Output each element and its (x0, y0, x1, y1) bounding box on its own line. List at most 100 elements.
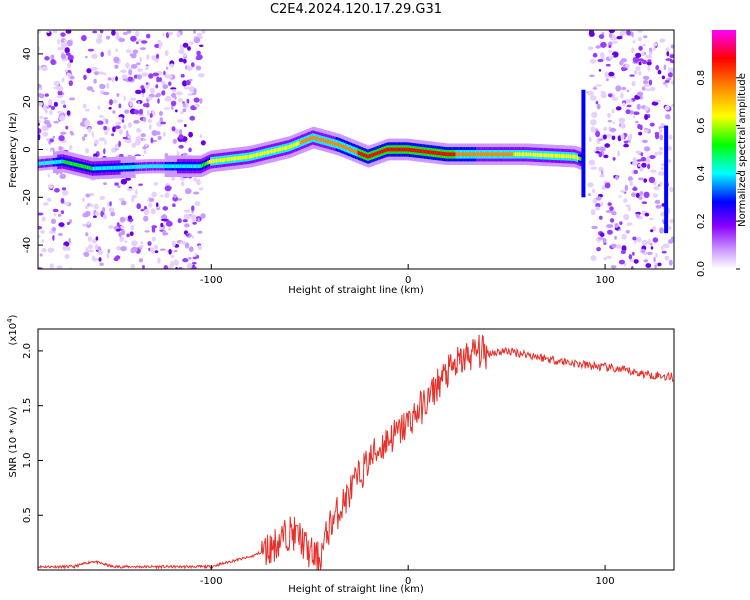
top-x-tick-label: -100 (200, 275, 223, 286)
heatmap-cell (635, 192, 640, 198)
y-multiplier-label: (x104) (6, 314, 19, 345)
heatmap-cell (180, 181, 185, 187)
heatmap-cell (608, 93, 613, 98)
heatmap-cell (595, 151, 600, 154)
heatmap-cell (633, 259, 639, 264)
heatmap-cell (151, 249, 156, 254)
heatmap-cell (39, 253, 43, 257)
heatmap-cell (645, 263, 652, 268)
heatmap-cell (189, 115, 195, 121)
heatmap-cell (608, 49, 612, 53)
heatmap-cell (191, 235, 195, 239)
heatmap-cell (146, 54, 150, 60)
heatmap-cell (641, 239, 649, 246)
heatmap-cell (197, 245, 202, 251)
heatmap-cell (625, 109, 631, 115)
heatmap-cell (657, 262, 662, 267)
heatmap-cell (621, 86, 627, 91)
heatmap-cell (639, 124, 643, 131)
bottom-y-tick-label: 0.5 (22, 507, 33, 523)
heatmap-cell (133, 109, 140, 115)
heatmap-cell (118, 232, 122, 238)
heatmap-cell (84, 119, 91, 126)
heatmap-cell (604, 182, 611, 189)
heatmap-cell (168, 31, 174, 36)
heatmap-cell (160, 121, 167, 125)
heatmap-cell (651, 101, 659, 106)
heatmap-cell (65, 125, 69, 130)
heatmap-cell (643, 191, 650, 198)
heatmap-cell (98, 137, 106, 142)
heatmap-cell (588, 136, 592, 143)
heatmap-cell (130, 263, 136, 269)
heatmap-cell (644, 159, 651, 164)
heatmap-cell (93, 78, 97, 84)
heatmap-cell (182, 42, 189, 48)
bottom-x-tick-label: 100 (596, 576, 615, 587)
heatmap-cell (193, 88, 197, 94)
heatmap-cell (107, 248, 111, 254)
heatmap-cell (604, 143, 611, 148)
heatmap-cell (156, 131, 161, 136)
heatmap-cell (648, 79, 653, 86)
heatmap-cell (600, 52, 605, 59)
heatmap-cell (52, 30, 58, 34)
heatmap-cell (625, 230, 630, 234)
heatmap-cell (116, 228, 121, 232)
heatmap-cell (114, 182, 119, 186)
heatmap-cell (660, 167, 664, 171)
heatmap-cell (670, 103, 674, 107)
heatmap-cell (163, 70, 166, 76)
heatmap-cell (612, 97, 618, 101)
heatmap-cell (608, 56, 614, 60)
heatmap-cell (99, 30, 104, 34)
figure-title: C2E4.2024.120.17.29.G31 (270, 2, 442, 17)
heatmap-cell (137, 113, 145, 117)
heatmap-cell (187, 46, 191, 51)
heatmap-cell (38, 226, 43, 230)
heatmap-cell (609, 127, 617, 133)
heatmap-cell (60, 42, 68, 49)
heatmap-cell (610, 218, 615, 223)
heatmap-cell (116, 93, 120, 97)
heatmap-cell (606, 224, 614, 229)
heatmap-cell (667, 159, 672, 163)
heatmap-cell (135, 30, 140, 37)
heatmap-cell (653, 46, 656, 52)
heatmap-cell (192, 221, 197, 225)
heatmap-cell (638, 58, 644, 62)
heatmap-cell (637, 177, 644, 181)
heatmap-cell (125, 62, 130, 69)
heatmap-cell (99, 83, 106, 90)
heatmap-cell (626, 89, 630, 93)
heatmap-cell (596, 247, 601, 252)
heatmap-cell (665, 47, 670, 52)
heatmap-cell (140, 241, 144, 245)
heatmap-cell (164, 74, 168, 79)
heatmap-cell (168, 227, 172, 231)
heatmap-cell (589, 58, 597, 64)
heatmap-cell (643, 178, 647, 183)
heatmap-cell (592, 87, 598, 90)
heatmap-cell (612, 157, 616, 161)
heatmap-cell (185, 188, 192, 195)
heatmap-cell (160, 222, 164, 228)
heatmap-cell (50, 106, 56, 110)
heatmap-cell (645, 88, 651, 92)
colorbar-tick-label: 0.6 (696, 118, 707, 134)
heatmap-cell (199, 44, 204, 47)
heatmap-cell (180, 73, 185, 78)
heatmap-cell (46, 30, 50, 33)
heatmap-cell (129, 231, 134, 236)
heatmap-cell (664, 80, 670, 83)
heatmap-cell (134, 139, 141, 146)
heatmap-cell (64, 47, 70, 54)
heatmap-cell (638, 131, 643, 136)
heatmap-cell (173, 249, 178, 253)
heatmap-cell (635, 213, 640, 218)
heatmap-cell (158, 44, 162, 49)
heatmap-cell (597, 237, 605, 240)
heatmap-cell (56, 110, 64, 114)
heatmap-cell (102, 117, 107, 121)
heatmap-cell (83, 74, 87, 81)
